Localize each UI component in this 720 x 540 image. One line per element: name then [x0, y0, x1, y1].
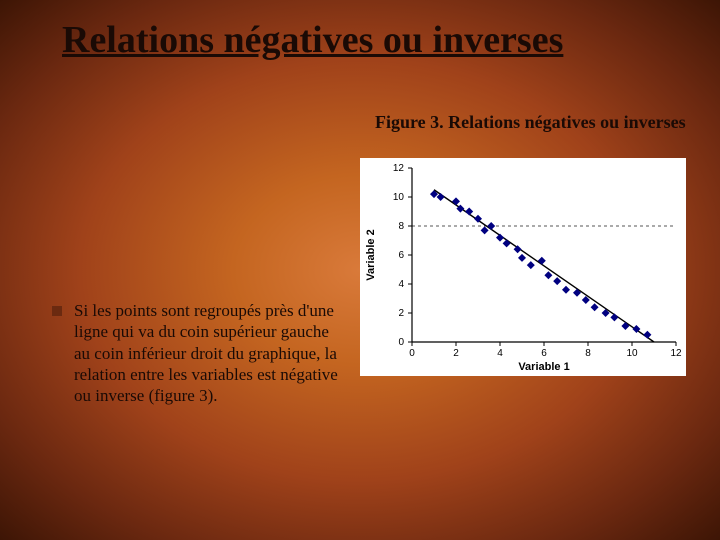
svg-text:12: 12	[670, 348, 682, 359]
slide-title: Relations négatives ou inverses	[0, 0, 720, 62]
bullet-icon	[52, 306, 62, 316]
svg-text:Variable 1: Variable 1	[518, 361, 569, 373]
svg-text:6: 6	[541, 348, 547, 359]
svg-text:4: 4	[398, 279, 404, 290]
svg-text:2: 2	[453, 348, 459, 359]
body-text: Si les points sont regroupés près d'une …	[74, 300, 342, 406]
svg-text:10: 10	[626, 348, 638, 359]
scatter-chart: 0 2 4 6 8 10 12 0 2 4 6 8 10 12 Variable 1 Variable 2	[360, 158, 686, 376]
svg-text:12: 12	[393, 163, 405, 174]
svg-text:2: 2	[398, 308, 404, 319]
svg-text:6: 6	[398, 250, 404, 261]
svg-text:4: 4	[497, 348, 503, 359]
svg-text:0: 0	[398, 337, 404, 348]
svg-text:8: 8	[398, 221, 404, 232]
svg-text:10: 10	[393, 192, 405, 203]
svg-text:Variable 2: Variable 2	[365, 229, 377, 280]
svg-text:0: 0	[409, 348, 415, 359]
svg-text:8: 8	[585, 348, 591, 359]
figure-caption: Figure 3. Relations négatives ou inverse…	[375, 112, 686, 133]
body-block: Si les points sont regroupés près d'une …	[52, 300, 342, 406]
